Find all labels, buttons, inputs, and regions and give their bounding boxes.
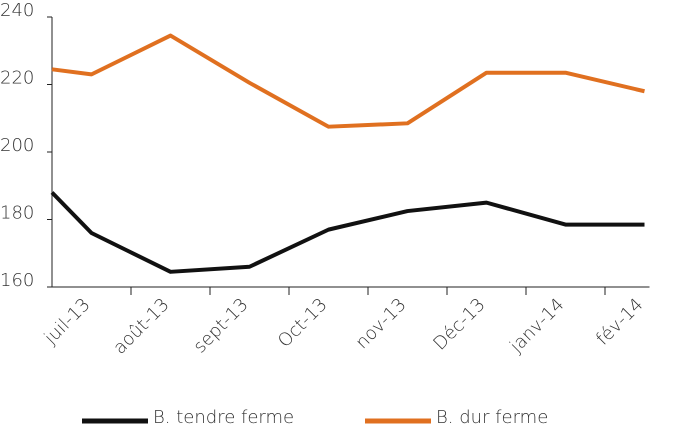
y-tick-label: 200 xyxy=(0,135,34,156)
line-series xyxy=(50,191,645,274)
legend-label: B. dur ferme xyxy=(436,407,548,428)
x-tick-label: janv-14 xyxy=(505,294,568,357)
y-tick-label: 160 xyxy=(0,270,34,291)
x-tick-label: nov-13 xyxy=(352,294,411,353)
x-tick-label: juil-13 xyxy=(40,294,95,349)
y-tick-label: 220 xyxy=(0,68,34,89)
y-tick-label: 180 xyxy=(0,203,34,224)
line-series xyxy=(51,33,645,129)
x-tick-label: fév-14 xyxy=(592,294,647,349)
x-tick-label: Oct-13 xyxy=(274,294,332,352)
x-tick-label: août-13 xyxy=(109,294,173,358)
x-tick-label: Déc-13 xyxy=(429,294,489,354)
x-tick-label: sept-13 xyxy=(189,294,252,357)
legend-label: B. tendre ferme xyxy=(153,407,294,428)
y-tick-label: 240 xyxy=(0,0,34,21)
